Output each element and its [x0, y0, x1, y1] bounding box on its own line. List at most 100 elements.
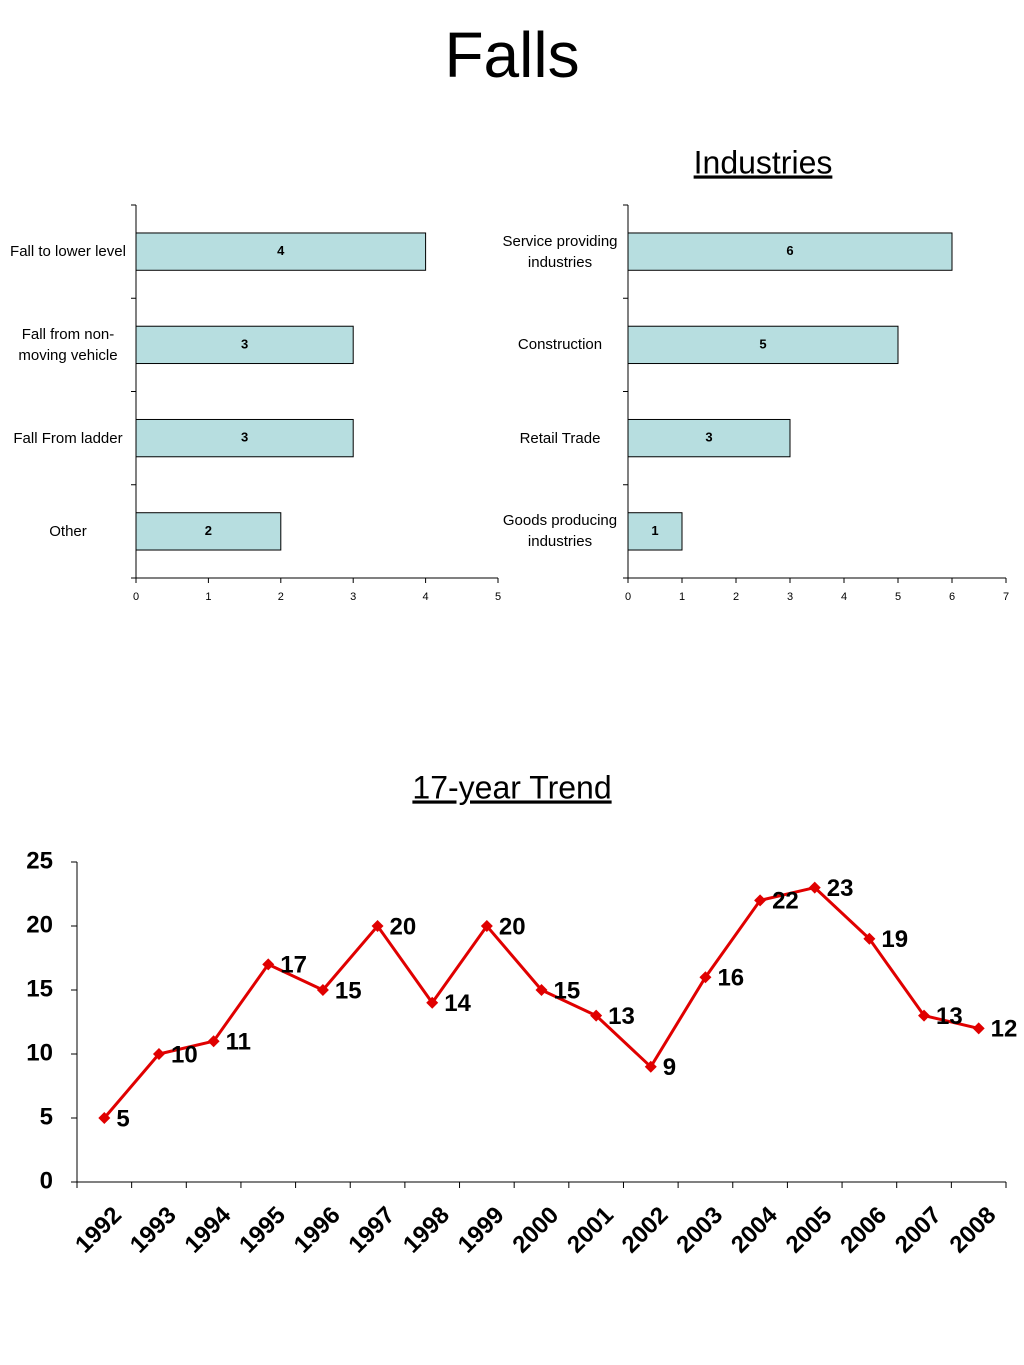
data-label: 15: [554, 977, 581, 1004]
data-label: 1: [651, 523, 658, 538]
marker: [426, 996, 439, 1009]
y-tick-label: 10: [26, 1039, 53, 1066]
marker: [808, 881, 821, 894]
bar: [135, 512, 282, 551]
category-label-box: Fall to lower level: [10, 243, 126, 261]
data-label: 3: [241, 336, 248, 351]
data-label: 5: [759, 336, 766, 351]
data-label: 11: [226, 1029, 251, 1056]
x-tick-label: 0: [625, 591, 631, 603]
x-tick-label: 2005: [781, 1202, 838, 1259]
bar: [627, 325, 899, 365]
x-tick-label: 1994: [180, 1201, 237, 1258]
y-tick-label: 15: [26, 975, 53, 1002]
x-tick-label: 2007: [890, 1202, 947, 1259]
marker: [152, 1048, 165, 1060]
data-label: 13: [936, 1003, 963, 1030]
data-label: 23: [827, 875, 854, 902]
marker: [754, 894, 767, 907]
y-tick-label: 5: [40, 1103, 53, 1130]
data-label: 6: [786, 243, 793, 258]
category-label-box: Fall from non-moving vehicle: [18, 325, 118, 364]
marker: [98, 1112, 111, 1124]
x-tick-label: 2: [278, 591, 284, 603]
marker: [480, 920, 493, 932]
y-tick-label: Other: [49, 522, 87, 540]
x-tick-label: 3: [787, 591, 793, 603]
page-title: Falls: [444, 19, 579, 91]
data-label: 15: [335, 977, 362, 1004]
x-tick-label: 2006: [835, 1202, 892, 1259]
marker: [371, 920, 384, 932]
data-label: 20: [499, 913, 526, 940]
bar: [135, 232, 427, 271]
x-tick-label: 1: [679, 591, 685, 603]
data-label: 17: [280, 952, 307, 979]
y-tick-label: Goods producing industries: [502, 512, 618, 551]
x-tick-label: 2004: [726, 1201, 783, 1258]
data-label: 12: [991, 1016, 1018, 1043]
category-label-box: Service providing industries: [502, 233, 617, 271]
y-tick-label: Retail Trade: [519, 429, 601, 447]
x-tick-label: 3: [350, 591, 356, 603]
category-label-box: Goods producing industries: [502, 512, 618, 551]
x-tick-label: 1998: [398, 1202, 455, 1259]
x-tick-label: 1995: [234, 1202, 291, 1259]
x-tick-label: 4: [423, 591, 429, 603]
x-tick-label: 5: [895, 591, 901, 603]
x-tick-label: 2001: [562, 1202, 619, 1259]
y-tick-label: Fall from non-moving vehicle: [18, 325, 118, 364]
x-tick-label: 5: [495, 591, 501, 603]
x-tick-label: 1993: [125, 1202, 182, 1259]
chart-title: 17-year Trend: [412, 769, 611, 805]
x-tick-label: 2: [733, 591, 739, 603]
data-label: 3: [241, 430, 248, 445]
x-tick-label: 2008: [945, 1202, 1002, 1259]
data-label: 5: [116, 1105, 129, 1132]
x-tick-label: 1999: [453, 1202, 510, 1259]
x-tick-label: 1: [205, 591, 211, 603]
data-label: 22: [772, 888, 799, 915]
bar: [627, 512, 683, 551]
y-tick-label: 0: [40, 1167, 53, 1194]
x-tick-label: 1992: [70, 1202, 127, 1259]
x-tick-label: 0: [133, 591, 139, 603]
bar: [627, 418, 791, 458]
bar: [627, 232, 953, 271]
y-tick-label: 20: [26, 911, 53, 938]
marker: [863, 932, 876, 945]
bar: [135, 325, 354, 365]
x-tick-label: 2002: [617, 1202, 674, 1259]
marker: [316, 984, 329, 996]
x-tick-label: 1997: [343, 1202, 400, 1259]
line: [103, 885, 980, 1119]
category-label-box: Other: [49, 522, 87, 540]
data-label: 20: [390, 913, 417, 940]
y-tick-label: 25: [26, 847, 53, 874]
x-tick-label: 1996: [289, 1202, 346, 1259]
marker: [644, 1060, 657, 1073]
marker: [918, 1009, 931, 1022]
chart-title: Industries: [694, 144, 833, 180]
data-label: 10: [171, 1041, 198, 1068]
data-label: 3: [705, 430, 712, 445]
marker: [590, 1009, 603, 1022]
data-label: 9: [663, 1054, 676, 1081]
x-tick-label: 7: [1003, 591, 1009, 603]
y-tick-label: Construction: [517, 336, 603, 354]
data-label: 13: [608, 1003, 635, 1030]
marker: [699, 971, 712, 984]
category-label-box: Retail Trade: [519, 429, 601, 447]
data-label: 16: [717, 965, 744, 992]
x-tick-label: 2000: [507, 1202, 564, 1259]
y-tick-label: Fall From ladder: [13, 429, 123, 447]
marker: [207, 1035, 220, 1048]
bar: [135, 418, 354, 458]
x-tick-label: 2003: [671, 1202, 728, 1259]
y-tick-label: Fall to lower level: [10, 243, 126, 261]
marker: [535, 984, 548, 996]
x-tick-label: 4: [841, 591, 847, 603]
category-label-box: Construction: [517, 336, 603, 354]
